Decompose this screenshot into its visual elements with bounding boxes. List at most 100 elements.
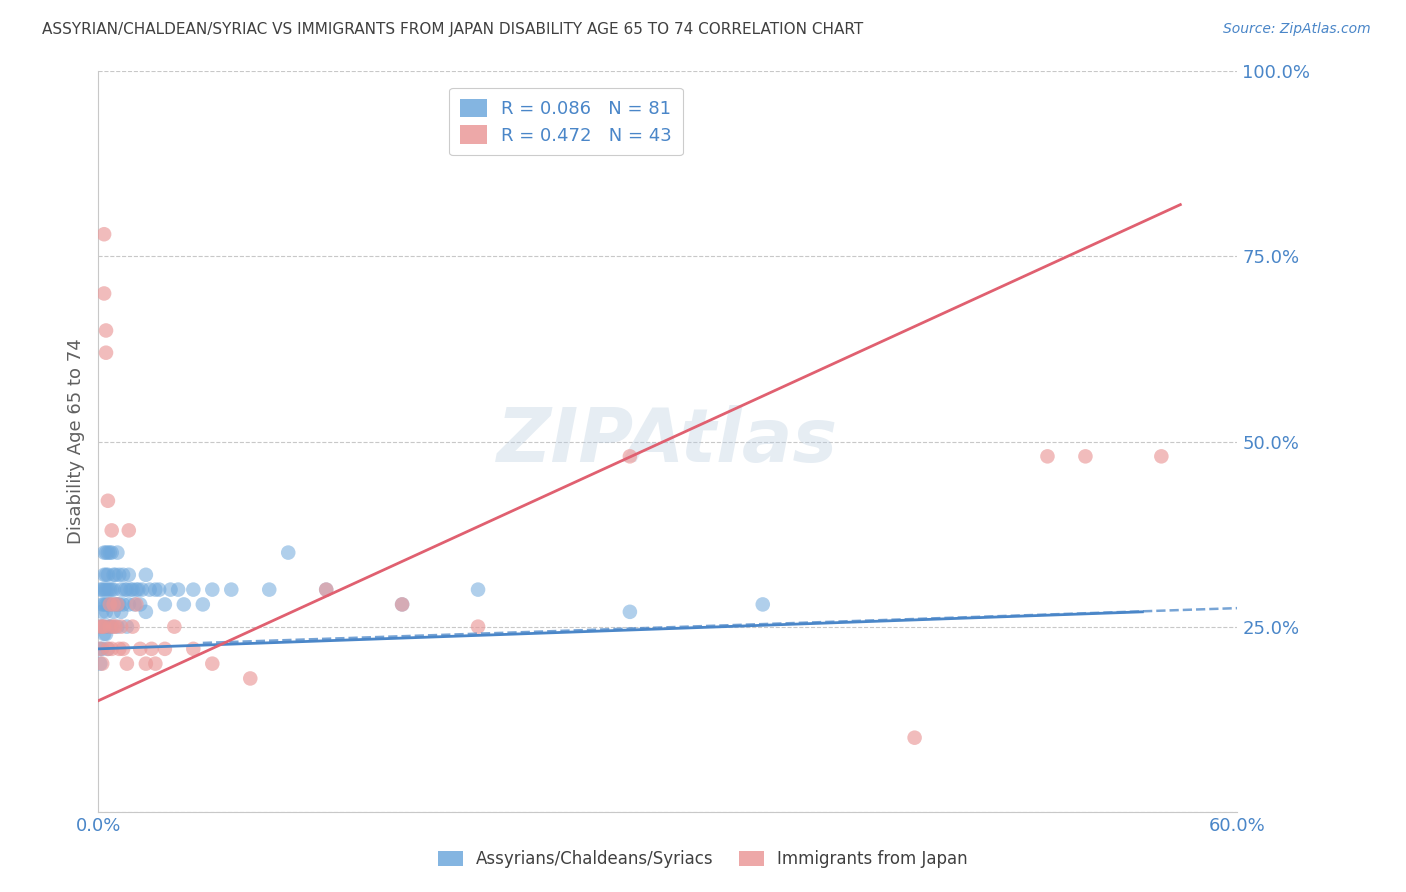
Point	[98, 619, 121, 633]
Point	[100, 641, 122, 656]
Point	[112, 641, 135, 656]
Point	[97, 598, 120, 612]
Point	[98, 546, 121, 560]
Point	[93, 619, 115, 633]
Point	[167, 582, 190, 597]
Point	[103, 567, 125, 582]
Point	[103, 605, 125, 619]
Point	[91, 598, 114, 612]
Point	[115, 619, 138, 633]
Point	[121, 582, 143, 597]
Point	[148, 582, 170, 597]
Point	[110, 605, 132, 619]
Point	[107, 546, 129, 560]
Point	[98, 598, 121, 612]
Point	[107, 598, 129, 612]
Legend: R = 0.086   N = 81, R = 0.472   N = 43: R = 0.086 N = 81, R = 0.472 N = 43	[449, 87, 683, 155]
Point	[201, 582, 224, 597]
Point	[259, 582, 281, 597]
Point	[93, 546, 115, 560]
Point	[110, 582, 132, 597]
Point	[467, 619, 489, 633]
Point	[115, 657, 138, 671]
Point	[752, 598, 775, 612]
Point	[121, 619, 143, 633]
Point	[138, 582, 160, 597]
Point	[91, 605, 114, 619]
Point	[129, 641, 152, 656]
Point	[94, 546, 117, 560]
Point	[91, 619, 114, 633]
Point	[183, 641, 205, 656]
Point	[315, 582, 337, 597]
Point	[98, 619, 121, 633]
Point	[93, 627, 115, 641]
Point	[94, 345, 117, 359]
Point	[163, 619, 186, 633]
Point	[103, 582, 125, 597]
Point	[108, 567, 131, 582]
Text: Source: ZipAtlas.com: Source: ZipAtlas.com	[1223, 22, 1371, 37]
Point	[118, 524, 141, 538]
Point	[135, 605, 157, 619]
Point	[391, 598, 413, 612]
Point	[91, 582, 114, 597]
Text: ZIPAtlas: ZIPAtlas	[498, 405, 838, 478]
Point	[103, 598, 125, 612]
Point	[277, 546, 299, 560]
Point	[118, 598, 141, 612]
Point	[94, 598, 117, 612]
Point	[93, 286, 115, 301]
Point	[191, 598, 214, 612]
Point	[129, 598, 152, 612]
Point	[315, 582, 337, 597]
Point	[91, 641, 114, 656]
Point	[125, 598, 148, 612]
Point	[108, 598, 131, 612]
Point	[153, 641, 176, 656]
Point	[1074, 450, 1097, 464]
Point	[97, 546, 120, 560]
Point	[141, 641, 163, 656]
Point	[89, 619, 111, 633]
Point	[89, 582, 111, 597]
Point	[100, 524, 122, 538]
Point	[104, 598, 127, 612]
Point	[110, 619, 132, 633]
Point	[904, 731, 927, 745]
Point	[98, 582, 121, 597]
Point	[100, 598, 122, 612]
Point	[89, 641, 111, 656]
Point	[124, 598, 146, 612]
Point	[94, 582, 117, 597]
Point	[239, 672, 262, 686]
Point	[112, 598, 135, 612]
Point	[89, 619, 111, 633]
Point	[97, 582, 120, 597]
Point	[1150, 450, 1173, 464]
Y-axis label: Disability Age 65 to 74: Disability Age 65 to 74	[66, 339, 84, 544]
Point	[97, 641, 120, 656]
Point	[100, 582, 122, 597]
Point	[104, 619, 127, 633]
Point	[391, 598, 413, 612]
Point	[120, 582, 142, 597]
Point	[159, 582, 181, 597]
Point	[104, 567, 127, 582]
Point	[93, 227, 115, 242]
Legend: Assyrians/Chaldeans/Syriacs, Immigrants from Japan: Assyrians/Chaldeans/Syriacs, Immigrants …	[432, 844, 974, 875]
Point	[103, 619, 125, 633]
Point	[118, 567, 141, 582]
Point	[135, 567, 157, 582]
Point	[94, 605, 117, 619]
Point	[97, 567, 120, 582]
Point	[107, 619, 129, 633]
Point	[89, 657, 111, 671]
Point	[131, 582, 153, 597]
Point	[98, 598, 121, 612]
Point	[97, 493, 120, 508]
Point	[97, 619, 120, 633]
Point	[93, 619, 115, 633]
Point	[91, 619, 114, 633]
Point	[94, 567, 117, 582]
